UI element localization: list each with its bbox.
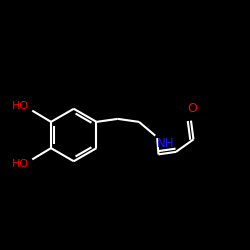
Text: HO: HO bbox=[12, 159, 28, 169]
Text: HO: HO bbox=[12, 101, 28, 111]
Text: NH: NH bbox=[156, 137, 174, 150]
Text: O: O bbox=[187, 102, 197, 115]
